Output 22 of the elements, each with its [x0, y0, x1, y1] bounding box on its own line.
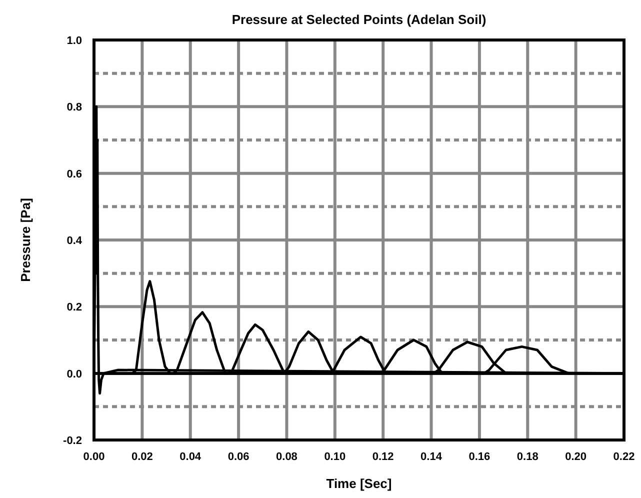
y-tick-label: 0.6	[66, 168, 82, 180]
x-tick-label: 0.12	[372, 451, 394, 463]
y-tick-label: 1.0	[66, 35, 82, 47]
y-tick-label: 0.8	[66, 102, 82, 114]
x-tick-label: 0.10	[324, 451, 346, 463]
x-tick-label: 0.18	[516, 451, 538, 463]
y-tick-label: -0.2	[63, 435, 82, 447]
x-tick-label: 0.14	[420, 451, 443, 463]
x-tick-label: 0.06	[228, 451, 250, 463]
x-tick-label: 0.08	[276, 451, 298, 463]
x-tick-label: 0.16	[468, 451, 490, 463]
y-tick-label: 0.0	[66, 368, 82, 380]
x-tick-label: 0.22	[613, 451, 635, 463]
x-tick-label: 0.02	[131, 451, 153, 463]
x-axis-title: Time [Sec]	[326, 476, 392, 491]
y-axis-title: Pressure [Pa]	[18, 198, 33, 282]
x-tick-label: 0.20	[565, 451, 587, 463]
x-tick-label: 0.04	[180, 451, 202, 463]
y-tick-label: 0.2	[66, 302, 82, 314]
y-tick-label: 0.4	[66, 235, 83, 247]
chart-title: Pressure at Selected Points (Adelan Soil)	[232, 12, 486, 27]
x-tick-label: 0.00	[83, 451, 105, 463]
